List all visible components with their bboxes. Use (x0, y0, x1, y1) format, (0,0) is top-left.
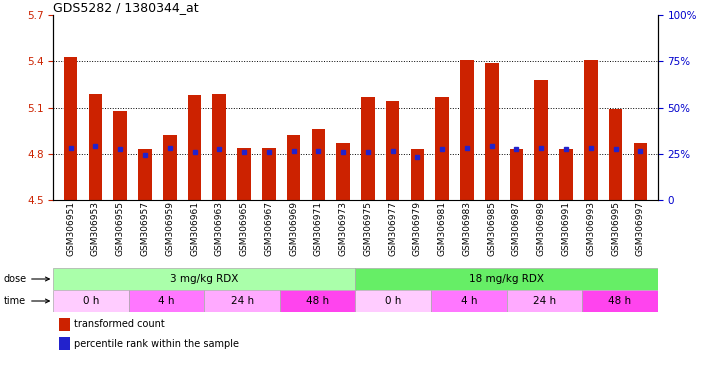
Text: GSM306987: GSM306987 (512, 201, 521, 257)
Text: 0 h: 0 h (83, 296, 100, 306)
Bar (435, 97, 449, 200)
Bar (584, 60, 598, 200)
Text: GSM306975: GSM306975 (363, 201, 373, 257)
Bar (113, 111, 127, 200)
Bar (205, 290, 280, 312)
Bar (53, 268, 356, 290)
Bar (609, 109, 622, 200)
Text: GSM306979: GSM306979 (413, 201, 422, 257)
Bar (287, 135, 300, 200)
Bar (356, 290, 431, 312)
Bar (431, 290, 506, 312)
Text: 18 mg/kg RDX: 18 mg/kg RDX (469, 274, 544, 284)
Text: transformed count: transformed count (75, 319, 165, 329)
Bar (60, 337, 70, 350)
Text: GSM306961: GSM306961 (190, 201, 199, 257)
Text: GSM306951: GSM306951 (66, 201, 75, 257)
Bar (634, 143, 647, 200)
Text: GSM306969: GSM306969 (289, 201, 298, 257)
Bar (53, 290, 129, 312)
Bar (89, 94, 102, 200)
Text: GSM306977: GSM306977 (388, 201, 397, 257)
Bar (188, 95, 201, 200)
Text: 4 h: 4 h (159, 296, 175, 306)
Text: GSM306981: GSM306981 (438, 201, 447, 257)
Text: 24 h: 24 h (230, 296, 254, 306)
Text: GSM306953: GSM306953 (91, 201, 100, 257)
Text: percentile rank within the sample: percentile rank within the sample (75, 339, 240, 349)
Text: GSM306971: GSM306971 (314, 201, 323, 257)
Text: GSM306985: GSM306985 (487, 201, 496, 257)
Bar (336, 143, 350, 200)
Text: 48 h: 48 h (306, 296, 329, 306)
Bar (582, 290, 658, 312)
Text: GSM306993: GSM306993 (587, 201, 595, 257)
Bar (560, 149, 573, 200)
Bar (411, 149, 424, 200)
Bar (129, 290, 205, 312)
Bar (460, 60, 474, 200)
Text: time: time (4, 296, 49, 306)
Bar (506, 290, 582, 312)
Bar (60, 318, 70, 331)
Text: 4 h: 4 h (461, 296, 477, 306)
Text: GSM306997: GSM306997 (636, 201, 645, 257)
Bar (311, 129, 325, 200)
Bar (262, 147, 276, 200)
Text: GDS5282 / 1380344_at: GDS5282 / 1380344_at (53, 1, 199, 14)
Bar (386, 101, 400, 200)
Text: GSM306973: GSM306973 (338, 201, 348, 257)
Bar (535, 80, 548, 200)
Bar (213, 94, 226, 200)
Text: GSM306963: GSM306963 (215, 201, 224, 257)
Text: GSM306959: GSM306959 (165, 201, 174, 257)
Bar (485, 63, 498, 200)
Bar (138, 149, 151, 200)
Bar (361, 97, 375, 200)
Text: 3 mg/kg RDX: 3 mg/kg RDX (170, 274, 239, 284)
Bar (64, 56, 77, 200)
Bar (356, 268, 658, 290)
Bar (280, 290, 356, 312)
Text: 0 h: 0 h (385, 296, 402, 306)
Text: GSM306991: GSM306991 (562, 201, 570, 257)
Text: GSM306965: GSM306965 (240, 201, 249, 257)
Text: 48 h: 48 h (609, 296, 631, 306)
Text: dose: dose (3, 274, 49, 284)
Text: GSM306957: GSM306957 (141, 201, 149, 257)
Text: GSM306955: GSM306955 (116, 201, 124, 257)
Bar (163, 135, 176, 200)
Text: GSM306967: GSM306967 (264, 201, 273, 257)
Bar (510, 149, 523, 200)
Text: GSM306989: GSM306989 (537, 201, 546, 257)
Text: GSM306995: GSM306995 (611, 201, 620, 257)
Text: GSM306983: GSM306983 (462, 201, 471, 257)
Text: 24 h: 24 h (533, 296, 556, 306)
Bar (237, 147, 251, 200)
